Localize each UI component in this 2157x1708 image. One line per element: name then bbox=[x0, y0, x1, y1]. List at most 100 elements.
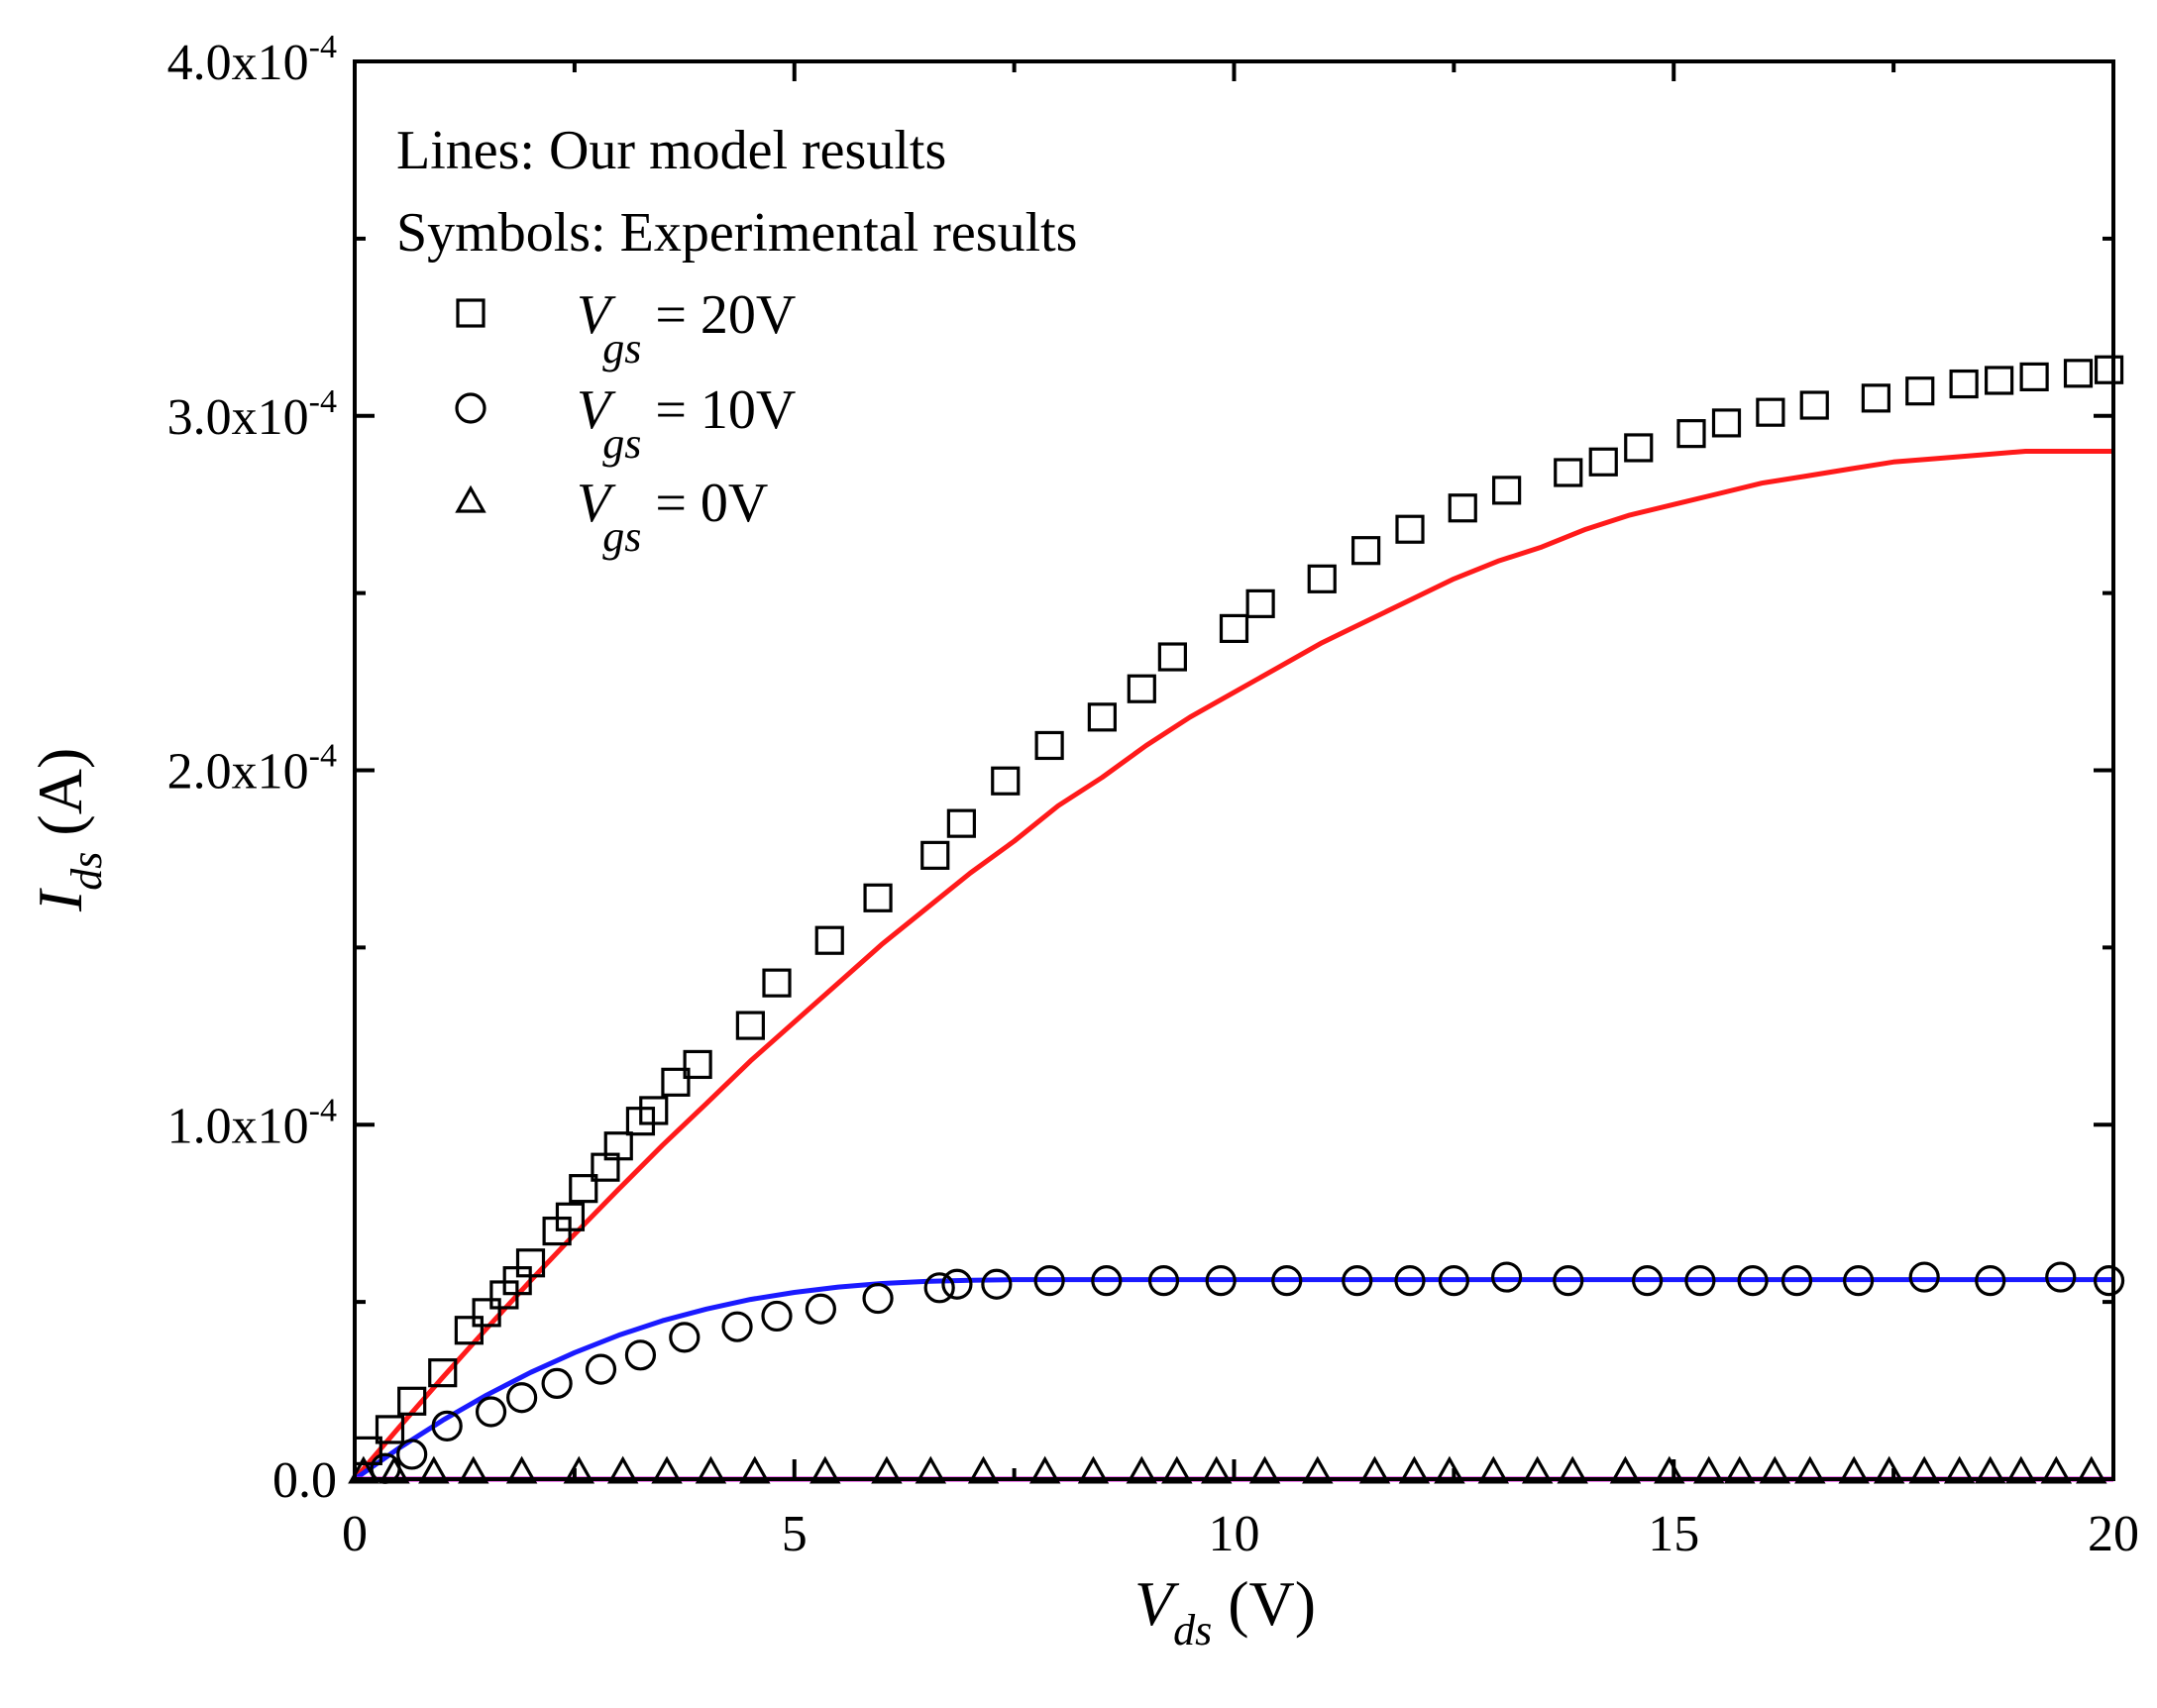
data-point-circle bbox=[1975, 1265, 2006, 1297]
marker-series-square bbox=[353, 355, 2124, 1465]
data-point-square bbox=[1219, 613, 1249, 644]
x-tick-label: 0 bbox=[342, 1506, 368, 1562]
data-point-triangle bbox=[1477, 1455, 1510, 1484]
legend-marker-triangle bbox=[455, 484, 486, 513]
marker-series-circle bbox=[370, 1261, 2125, 1484]
data-point-triangle bbox=[1654, 1455, 1685, 1484]
experimental-markers bbox=[348, 355, 2125, 1484]
data-point-square bbox=[1448, 493, 1477, 523]
data-point-circle bbox=[2093, 1265, 2125, 1297]
data-point-triangle bbox=[1398, 1455, 1431, 1484]
data-point-circle bbox=[585, 1353, 617, 1385]
data-point-circle bbox=[1091, 1265, 1123, 1297]
y-tick-mantissa: 4.0x10 bbox=[167, 35, 309, 91]
data-point-triangle bbox=[418, 1455, 450, 1484]
data-point-triangle bbox=[967, 1455, 1000, 1484]
data-point-circle bbox=[1780, 1265, 1813, 1297]
data-point-circle bbox=[1684, 1265, 1716, 1297]
y-tick-label: 0.0 bbox=[272, 1452, 337, 1509]
y-tick-label: 3.0x10-4 bbox=[167, 383, 337, 446]
data-point-square bbox=[2019, 362, 2049, 391]
data-point-triangle bbox=[2076, 1455, 2107, 1484]
data-point-triangle bbox=[1693, 1455, 1725, 1484]
data-point-triangle bbox=[1609, 1455, 1642, 1484]
data-point-square bbox=[735, 1011, 765, 1040]
data-point-triangle bbox=[915, 1455, 947, 1484]
data-point-triangle bbox=[1557, 1455, 1588, 1484]
legend-header-symbols: Symbols: Experimental results bbox=[396, 202, 1077, 264]
y-tick-label: 1.0x10-4 bbox=[167, 1092, 337, 1154]
data-point-circle bbox=[1342, 1265, 1373, 1297]
data-point-square bbox=[1588, 447, 1618, 477]
legend-header-lines: Lines: Our model results bbox=[396, 120, 946, 181]
data-point-circle bbox=[923, 1272, 955, 1304]
data-point-circle bbox=[805, 1293, 836, 1325]
data-point-triangle bbox=[2040, 1455, 2073, 1484]
data-point-triangle bbox=[348, 1455, 379, 1484]
data-point-circle bbox=[1843, 1265, 1875, 1297]
data-point-circle bbox=[1632, 1265, 1664, 1297]
data-point-square bbox=[1127, 674, 1156, 703]
y-tick-exponent: -4 bbox=[309, 738, 337, 775]
data-point-square bbox=[1157, 642, 1187, 672]
data-point-square bbox=[569, 1174, 598, 1204]
legend-marker-square bbox=[456, 298, 485, 328]
data-point-triangle bbox=[1794, 1455, 1826, 1484]
data-point-square bbox=[1492, 476, 1522, 505]
data-point-square bbox=[762, 968, 792, 998]
y-tick-mantissa: 1.0x10 bbox=[167, 1098, 309, 1154]
y-tick-exponent: -4 bbox=[309, 1092, 337, 1128]
data-point-circle bbox=[1553, 1265, 1584, 1297]
data-point-square bbox=[661, 1067, 691, 1097]
data-point-square bbox=[1861, 383, 1890, 413]
y-axis-subscript: ds bbox=[62, 852, 111, 891]
data-point-circle bbox=[1147, 1265, 1180, 1297]
data-point-square bbox=[1624, 433, 1654, 463]
data-point-triangle bbox=[606, 1455, 639, 1484]
data-point-circle bbox=[2045, 1261, 2077, 1293]
data-point-triangle bbox=[1077, 1455, 1110, 1484]
data-point-triangle bbox=[1358, 1455, 1391, 1484]
data-point-square bbox=[2094, 355, 2124, 384]
data-point-circle bbox=[624, 1339, 657, 1371]
data-point-circle bbox=[761, 1300, 793, 1333]
data-point-triangle bbox=[695, 1455, 727, 1484]
data-point-triangle bbox=[1943, 1455, 1976, 1484]
data-point-circle bbox=[396, 1439, 428, 1470]
data-point-square bbox=[863, 883, 893, 912]
x-tick-label: 15 bbox=[1648, 1506, 1699, 1562]
x-tick-label: 10 bbox=[1209, 1506, 1260, 1562]
data-point-circle bbox=[981, 1268, 1013, 1300]
data-point-square bbox=[1756, 397, 1785, 427]
data-point-square bbox=[814, 925, 844, 955]
data-point-circle bbox=[941, 1268, 973, 1300]
legend: Lines: Our model results Symbols: Experi… bbox=[396, 120, 1077, 561]
data-point-triangle bbox=[1126, 1455, 1158, 1484]
data-point-triangle bbox=[1434, 1455, 1465, 1484]
data-point-square bbox=[1087, 702, 1117, 732]
data-point-circle bbox=[1438, 1265, 1469, 1297]
data-point-square bbox=[397, 1386, 427, 1416]
data-point-triangle bbox=[1521, 1455, 1554, 1484]
data-point-square bbox=[2063, 359, 2094, 388]
data-point-circle bbox=[1394, 1265, 1426, 1297]
data-point-circle bbox=[475, 1396, 507, 1428]
y-tick-mantissa: 3.0x10 bbox=[167, 389, 309, 446]
y-tick-label: 4.0x10-4 bbox=[167, 29, 337, 91]
data-point-triangle bbox=[871, 1455, 903, 1484]
data-point-triangle bbox=[1724, 1455, 1756, 1484]
legend-marker-circle bbox=[455, 392, 486, 424]
data-point-square bbox=[946, 808, 976, 838]
data-point-circle bbox=[1033, 1265, 1065, 1297]
data-point-square bbox=[1985, 366, 2014, 395]
data-point-circle bbox=[862, 1282, 894, 1315]
data-point-triangle bbox=[1838, 1455, 1870, 1484]
data-point-triangle bbox=[1302, 1455, 1334, 1484]
axis-ticks bbox=[353, 59, 2115, 1481]
x-axis-label: Vds (V) bbox=[1134, 1568, 1316, 1655]
y-tick-mantissa: 0.0 bbox=[272, 1452, 337, 1509]
data-point-circle bbox=[541, 1367, 573, 1400]
